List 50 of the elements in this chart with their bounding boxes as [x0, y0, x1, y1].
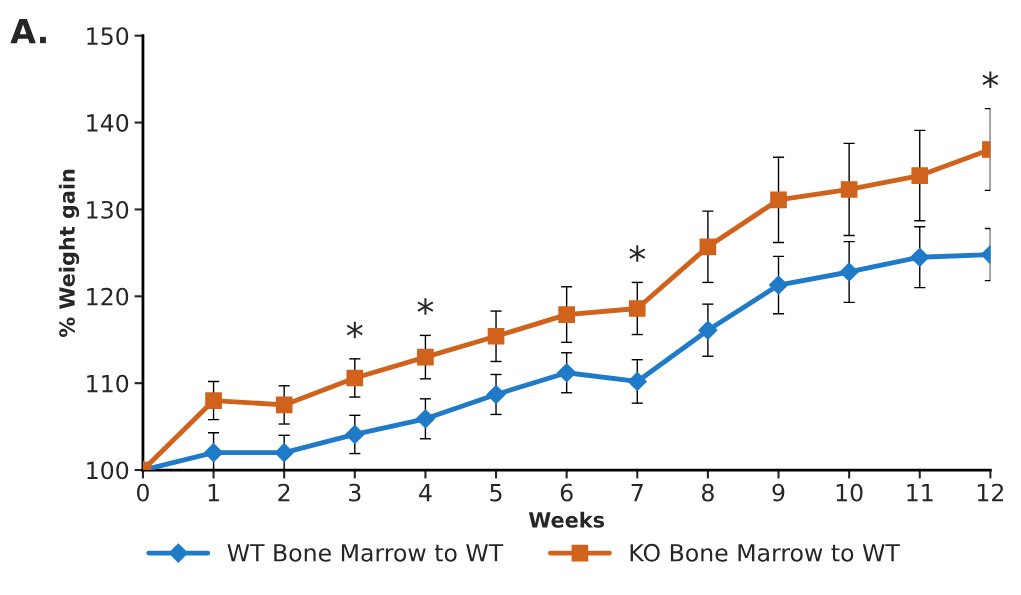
y-tick-label: 100 [87, 461, 129, 480]
point [770, 191, 787, 209]
x-tick-label: 4 [419, 483, 432, 502]
point [205, 392, 222, 409]
point [840, 181, 858, 198]
y-tick-label: 130 [87, 200, 129, 219]
annotation: * [982, 71, 999, 89]
x-tick-label: 3 [349, 483, 361, 502]
annotation: * [346, 321, 363, 339]
point [839, 262, 859, 282]
y-tick-label: 150 [87, 27, 129, 46]
point [627, 371, 647, 391]
point [275, 396, 293, 414]
x-axis-title: Weeks [528, 511, 605, 528]
x-tick-label: 2 [278, 483, 290, 502]
legend-label: KO Bone Marrow to WT [630, 543, 900, 562]
point [345, 424, 365, 444]
point [274, 443, 294, 463]
x-tick-label: 0 [136, 483, 149, 502]
annotation: * [629, 245, 646, 262]
x-tick-label: 10 [836, 483, 863, 502]
point [486, 384, 506, 405]
point [417, 348, 434, 366]
y-tick-label: 140 [87, 114, 129, 132]
y-tick-label: 120 [87, 287, 129, 306]
x-tick-label: 12 [977, 483, 1004, 502]
text: A. [10, 18, 46, 44]
point [558, 306, 575, 323]
y-axis-title: % Weight gain [58, 169, 80, 337]
point [557, 363, 577, 383]
legend-label: WT Bone Marrow to WT [227, 544, 504, 562]
x-tick-label: 5 [490, 483, 502, 502]
point [910, 247, 930, 267]
x-tick-label: 6 [560, 483, 573, 502]
x-tick-label: 9 [772, 483, 785, 502]
annotation: * [417, 298, 434, 315]
x-tick-label: 8 [701, 483, 714, 502]
x-tick-label: 1 [208, 483, 219, 502]
y-tick-label: 110 [87, 374, 129, 393]
point [204, 443, 224, 463]
x-tick-label: 11 [907, 483, 933, 502]
point [699, 238, 717, 256]
point [698, 320, 718, 340]
x-tick-label: 7 [631, 483, 643, 502]
point [346, 369, 364, 387]
point [415, 409, 435, 429]
point [628, 300, 646, 317]
point [768, 275, 789, 295]
point [487, 327, 505, 345]
point [911, 167, 929, 184]
